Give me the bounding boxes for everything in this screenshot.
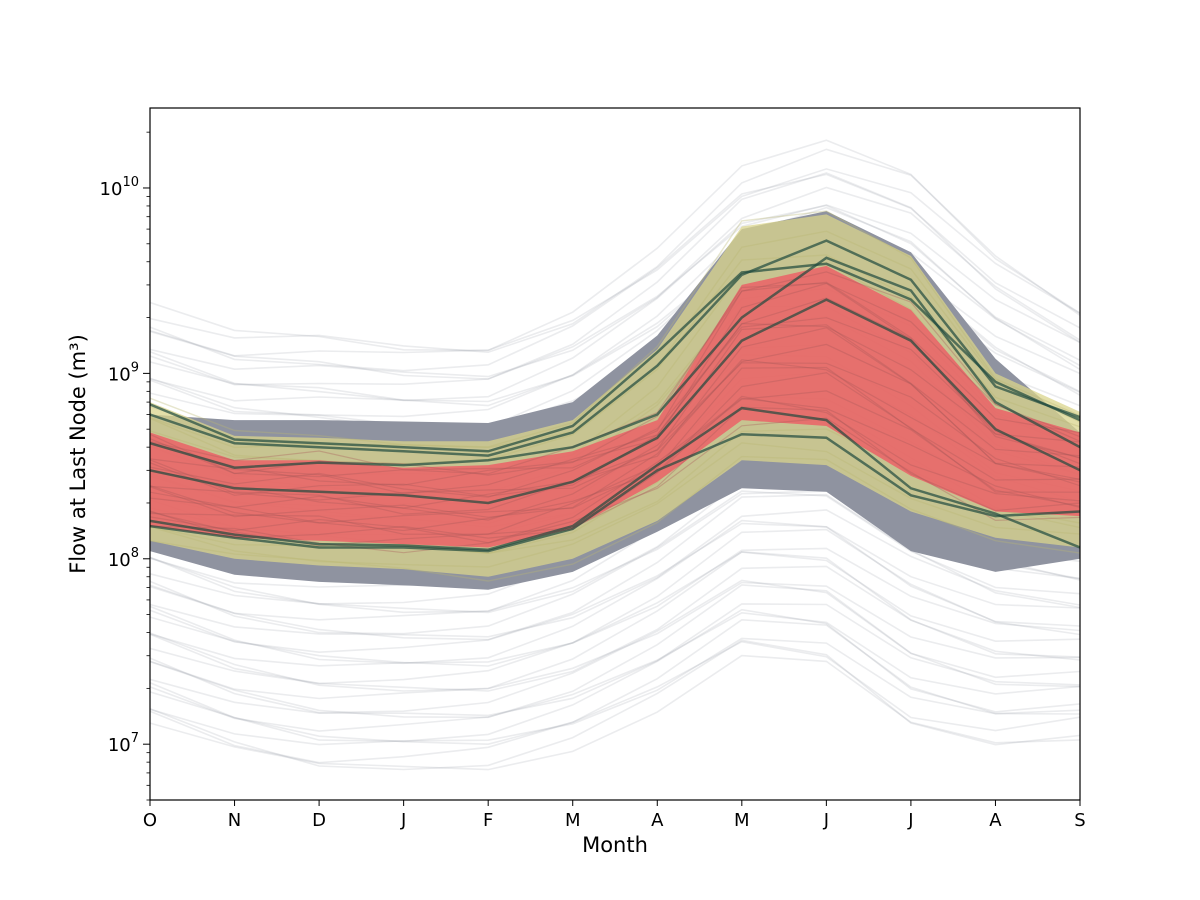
ensemble-trace	[150, 519, 1080, 665]
x-tick-label: S	[1074, 810, 1085, 831]
ensemble-trace	[150, 640, 1080, 764]
inner-band-traces	[150, 271, 1080, 554]
x-tick-label: A	[651, 810, 664, 831]
highlight-trace	[150, 239, 1080, 457]
inner-band-trace	[150, 362, 1080, 521]
y-tick-label: 108	[108, 546, 139, 571]
inner-band-trace	[150, 281, 1080, 478]
highlight-trace	[150, 256, 1080, 469]
inner-band-trace	[150, 317, 1080, 498]
y-axis-label: Flow at Last Node (m³)	[66, 334, 90, 574]
ensemble-trace	[150, 186, 1080, 378]
ensemble-trace	[150, 139, 1080, 352]
outer-band-trace	[150, 442, 1080, 568]
x-tick-label: A	[989, 810, 1002, 831]
x-tick-label: M	[565, 810, 581, 831]
ensemble-trace	[150, 639, 1080, 771]
plot-frame	[149, 107, 1081, 801]
inner-band	[150, 265, 1080, 548]
x-tick-label: N	[228, 810, 241, 831]
highlight-traces	[150, 239, 1080, 553]
x-tick-label: J	[400, 810, 406, 831]
x-tick-label: J	[907, 810, 913, 831]
ensemble-trace	[150, 225, 1080, 403]
inner-band-trace	[150, 366, 1080, 524]
x-tick-label: D	[312, 810, 326, 831]
y-tick-label: 1010	[100, 175, 139, 200]
inner-band-trace	[150, 372, 1080, 532]
ensemble-trace	[150, 206, 1080, 407]
plot-layer	[150, 139, 1080, 771]
y-tick-label: 109	[108, 360, 139, 385]
highlight-trace	[150, 298, 1080, 505]
inner-band-trace	[150, 324, 1080, 501]
highlight-trace	[150, 432, 1080, 553]
ensemble-trace	[150, 490, 1080, 635]
inner-band-trace	[150, 397, 1080, 544]
ensemble-trace	[150, 547, 1080, 667]
inner-band-trace	[150, 390, 1080, 535]
ensemble-trace	[150, 509, 1080, 638]
ensemble-trace	[150, 584, 1080, 719]
inner-band-trace	[150, 395, 1080, 539]
outer-band-trace	[150, 455, 1080, 582]
ensemble-trace	[150, 528, 1080, 667]
ensemble-trace	[150, 168, 1080, 357]
ensemble-trace	[150, 654, 1080, 771]
highlight-trace	[150, 406, 1080, 551]
inner-band-trace	[150, 327, 1080, 509]
ensemble-trace	[150, 550, 1080, 692]
ensemble-trace	[150, 618, 1080, 746]
x-axis-label: Month	[582, 833, 648, 857]
ensemble-trace	[150, 522, 1080, 654]
inner-band-trace	[150, 417, 1080, 554]
x-tick-label: J	[823, 810, 829, 831]
inner-band-trace	[150, 359, 1080, 518]
y-axis: 107 108 109 1010	[100, 131, 150, 801]
ensemble-trace	[150, 172, 1080, 380]
x-tick-label: M	[734, 810, 750, 831]
inner-band-trace	[150, 343, 1080, 515]
x-tick-label: O	[143, 810, 157, 831]
outer-band-trace	[150, 210, 1080, 448]
ensemble-trace	[150, 579, 1080, 714]
ensemble-trace	[150, 608, 1080, 743]
ensemble-trace	[150, 565, 1080, 692]
ensemble-trace	[150, 611, 1080, 732]
ensemble-trace	[150, 204, 1080, 402]
x-tick-label: F	[483, 810, 493, 831]
ensemble-trace	[150, 148, 1080, 354]
ensemble-trace	[150, 603, 1080, 717]
ensemble-trace	[150, 493, 1080, 641]
ensemble-trace	[150, 204, 1080, 386]
ensemble-trace	[150, 551, 1080, 685]
highlight-trace	[150, 262, 1080, 453]
ensemble-trace	[150, 581, 1080, 700]
ensemble-trace	[150, 173, 1080, 372]
ensemble-trace	[150, 637, 1080, 746]
y-tick-label: 107	[108, 731, 139, 756]
